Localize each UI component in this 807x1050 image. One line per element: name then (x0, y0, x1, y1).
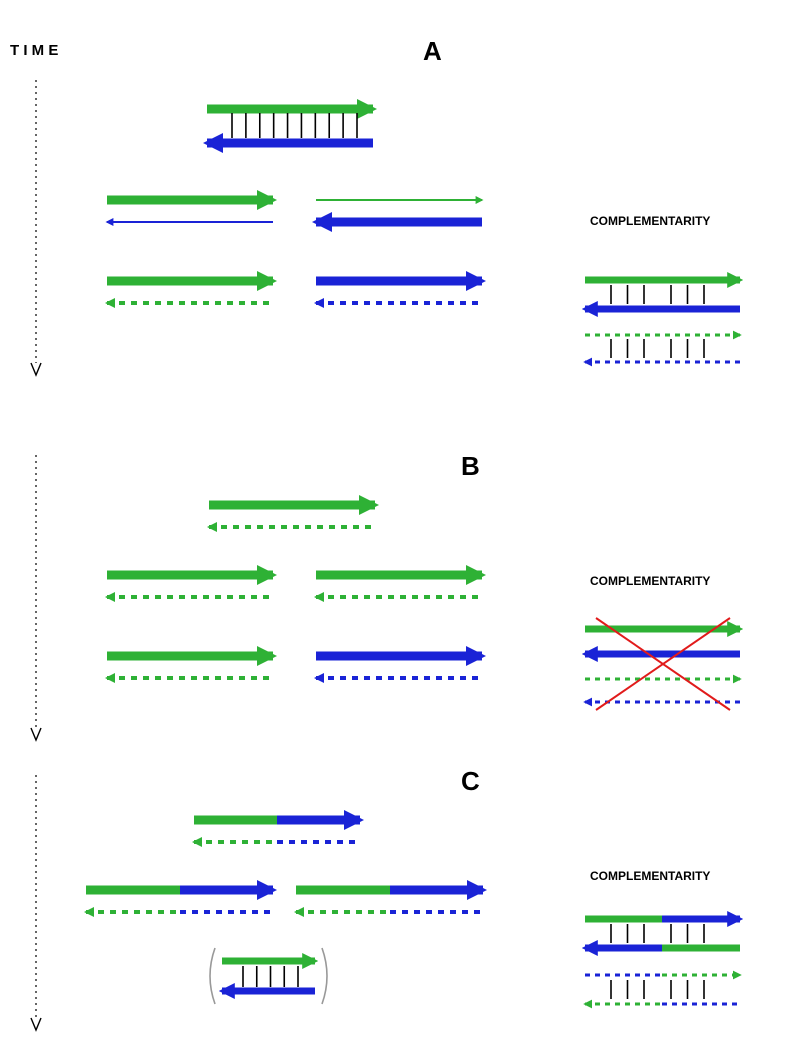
label-A: A (423, 36, 442, 66)
bracket-right (322, 948, 327, 1004)
time-axis-head-2 (31, 1018, 41, 1030)
label-compB: COMPLEMENTARITY (590, 574, 710, 588)
label-time: T I M E (10, 42, 58, 59)
label-C: C (461, 766, 480, 796)
bracket-left (210, 948, 215, 1004)
label-B: B (461, 451, 480, 481)
diagram-canvas: T I M E A B C COMPLEMENTARITY COMPLEMENTARITY… (0, 0, 807, 1050)
label-compC: COMPLEMENTARITY (590, 869, 710, 883)
time-axis-head-0 (31, 363, 41, 375)
time-axis-head-1 (31, 728, 41, 740)
label-compA: COMPLEMENTARITY (590, 214, 710, 228)
